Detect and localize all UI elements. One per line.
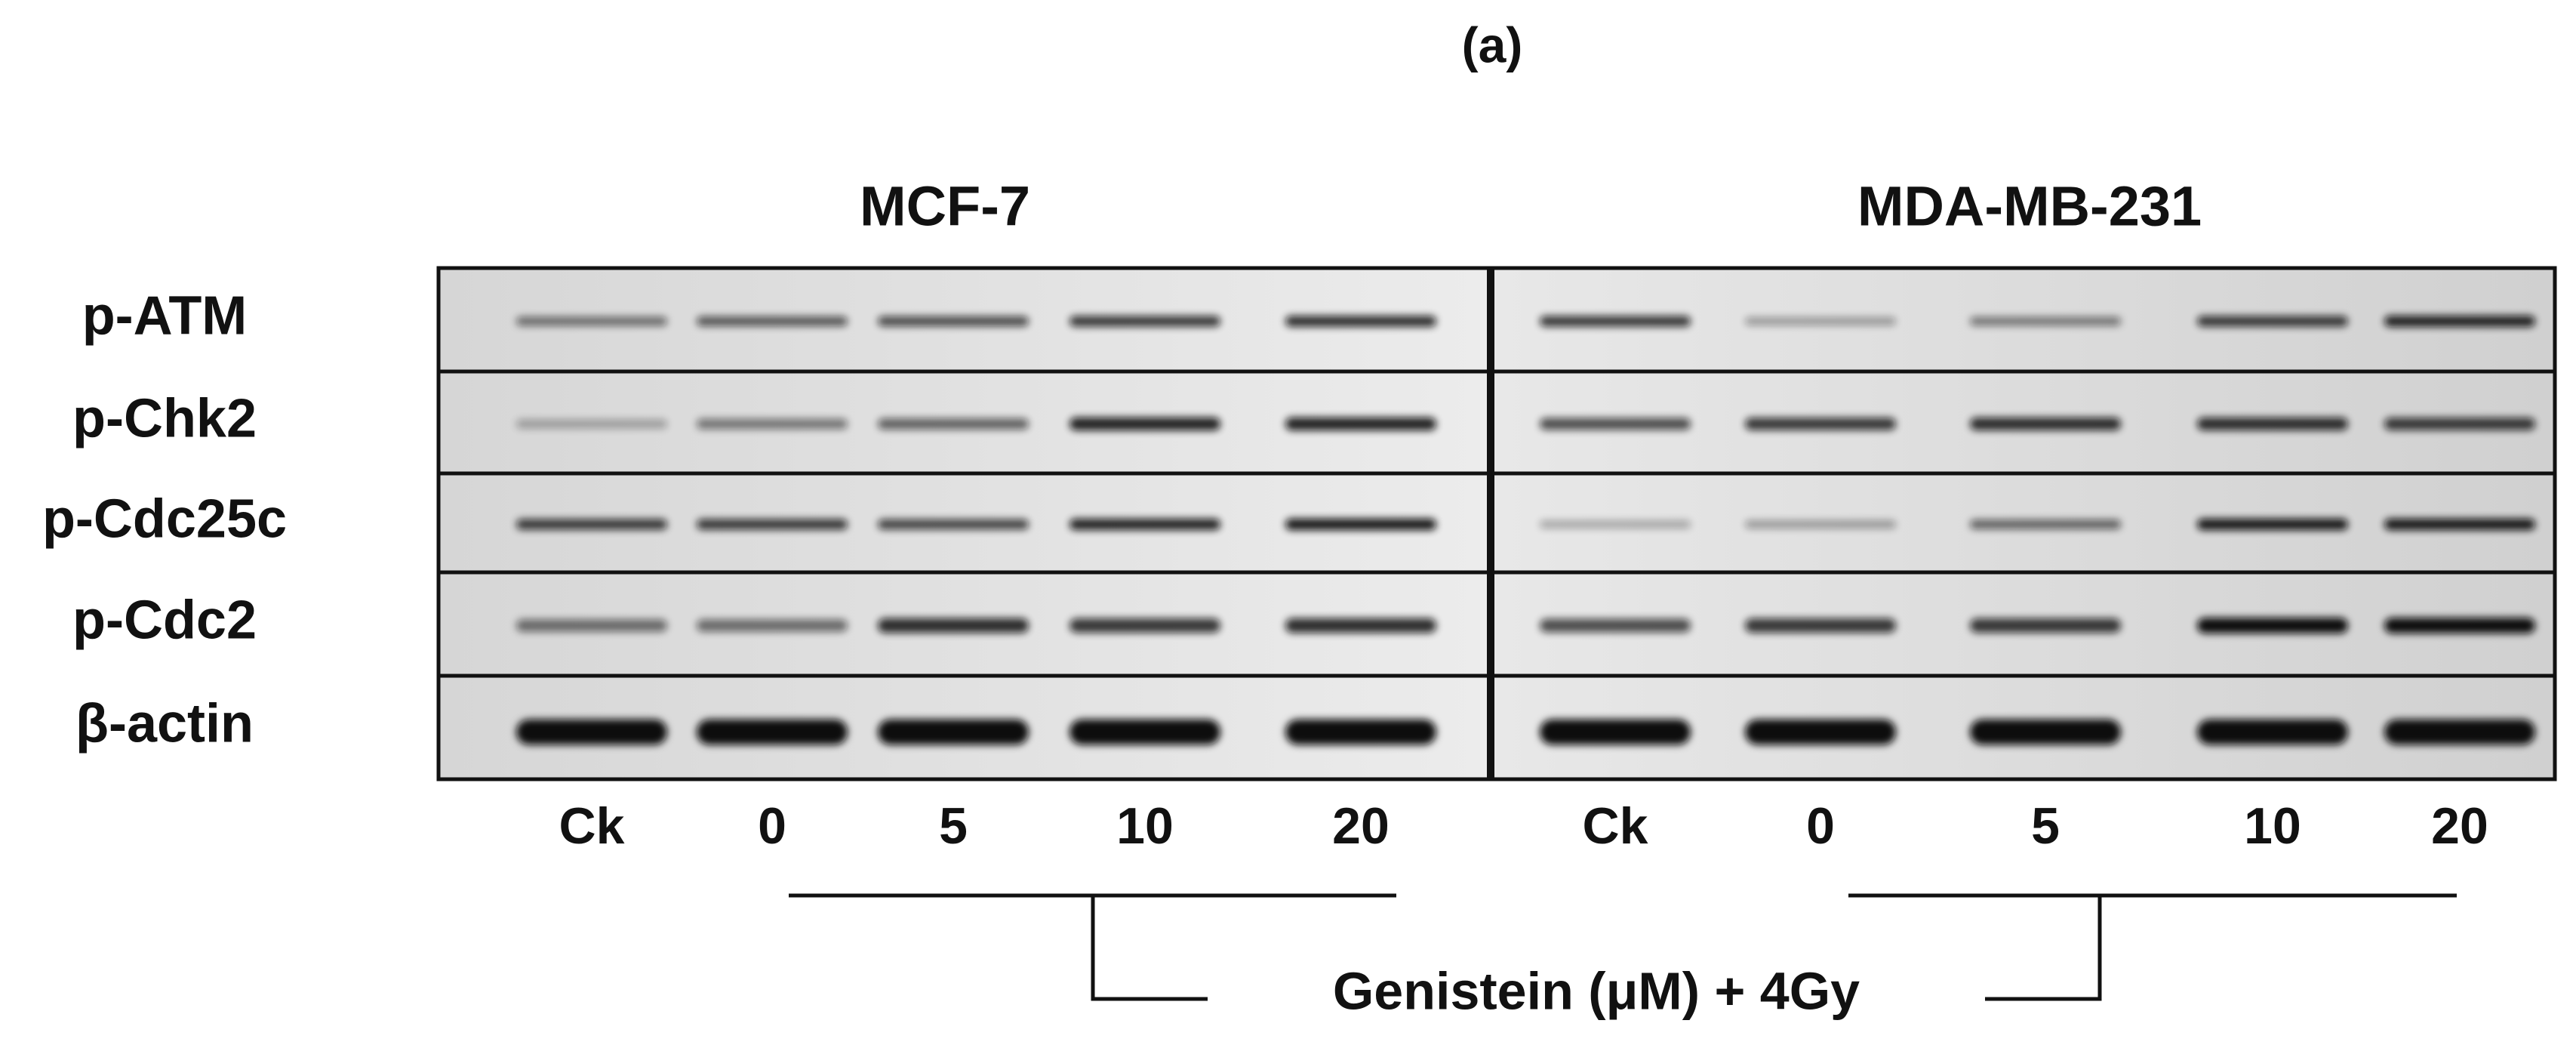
band — [1285, 417, 1436, 431]
band — [1069, 519, 1220, 530]
lane-label: 5 — [2031, 797, 2060, 855]
band — [516, 316, 667, 326]
band — [1540, 316, 1691, 327]
band — [878, 418, 1029, 430]
band — [516, 419, 667, 429]
band — [697, 316, 848, 327]
band — [878, 719, 1029, 745]
band — [878, 519, 1029, 530]
band — [1970, 618, 2121, 633]
band — [697, 519, 848, 530]
lane-label: Ck — [559, 797, 625, 855]
band — [1745, 520, 1896, 529]
band — [2384, 719, 2535, 745]
band — [1745, 719, 1896, 745]
band — [516, 619, 667, 632]
band — [1745, 317, 1896, 325]
row-label: p-ATM — [82, 286, 248, 347]
band — [697, 619, 848, 632]
panel-label: MCF-7 — [860, 175, 1030, 238]
band — [1069, 316, 1220, 327]
band — [1970, 719, 2121, 745]
lane-label: 10 — [2244, 797, 2301, 855]
blots — [436, 266, 2557, 781]
lane-label: 5 — [939, 797, 968, 855]
band — [878, 618, 1029, 633]
treatment-label: Genistein (μM) + 4Gy — [1333, 961, 1860, 1020]
band — [1970, 316, 2121, 326]
band — [1285, 316, 1436, 327]
band — [2384, 418, 2535, 430]
row-label: p-Cdc25c — [42, 489, 287, 550]
band — [2197, 618, 2348, 633]
band — [2197, 719, 2348, 745]
band — [2197, 418, 2348, 430]
brackets — [789, 893, 2457, 1001]
band — [1540, 418, 1691, 430]
figure-title: (a) — [1462, 17, 1523, 72]
lane-label: 0 — [1806, 797, 1835, 855]
band — [1540, 618, 1691, 633]
band — [1970, 519, 2121, 529]
band — [2197, 316, 2348, 327]
band — [516, 719, 667, 745]
band — [1970, 418, 2121, 430]
band — [1540, 719, 1691, 745]
band — [1540, 520, 1691, 529]
band — [2384, 618, 2535, 633]
band — [697, 719, 848, 745]
band — [516, 519, 667, 530]
row-label: p-Cdc2 — [72, 590, 257, 651]
lane-label: 0 — [758, 797, 786, 855]
panel-label: MDA-MB-231 — [1857, 175, 2202, 238]
row-label: β-actin — [75, 694, 254, 754]
row-label: p-Chk2 — [72, 389, 257, 449]
lane-label: 20 — [1332, 797, 1390, 855]
band — [878, 316, 1029, 327]
band — [1285, 518, 1436, 531]
lane-label: 20 — [2431, 797, 2488, 855]
band — [1069, 417, 1220, 431]
band — [1069, 618, 1220, 633]
lane-label: 10 — [1116, 797, 1174, 855]
band — [2197, 518, 2348, 531]
lane-label: Ck — [1583, 797, 1648, 855]
band — [1745, 618, 1896, 633]
band — [1285, 618, 1436, 633]
band — [2384, 518, 2535, 531]
band — [1069, 719, 1220, 745]
band — [2384, 316, 2535, 327]
band — [1285, 719, 1436, 745]
band — [1745, 418, 1896, 430]
band — [697, 418, 848, 430]
